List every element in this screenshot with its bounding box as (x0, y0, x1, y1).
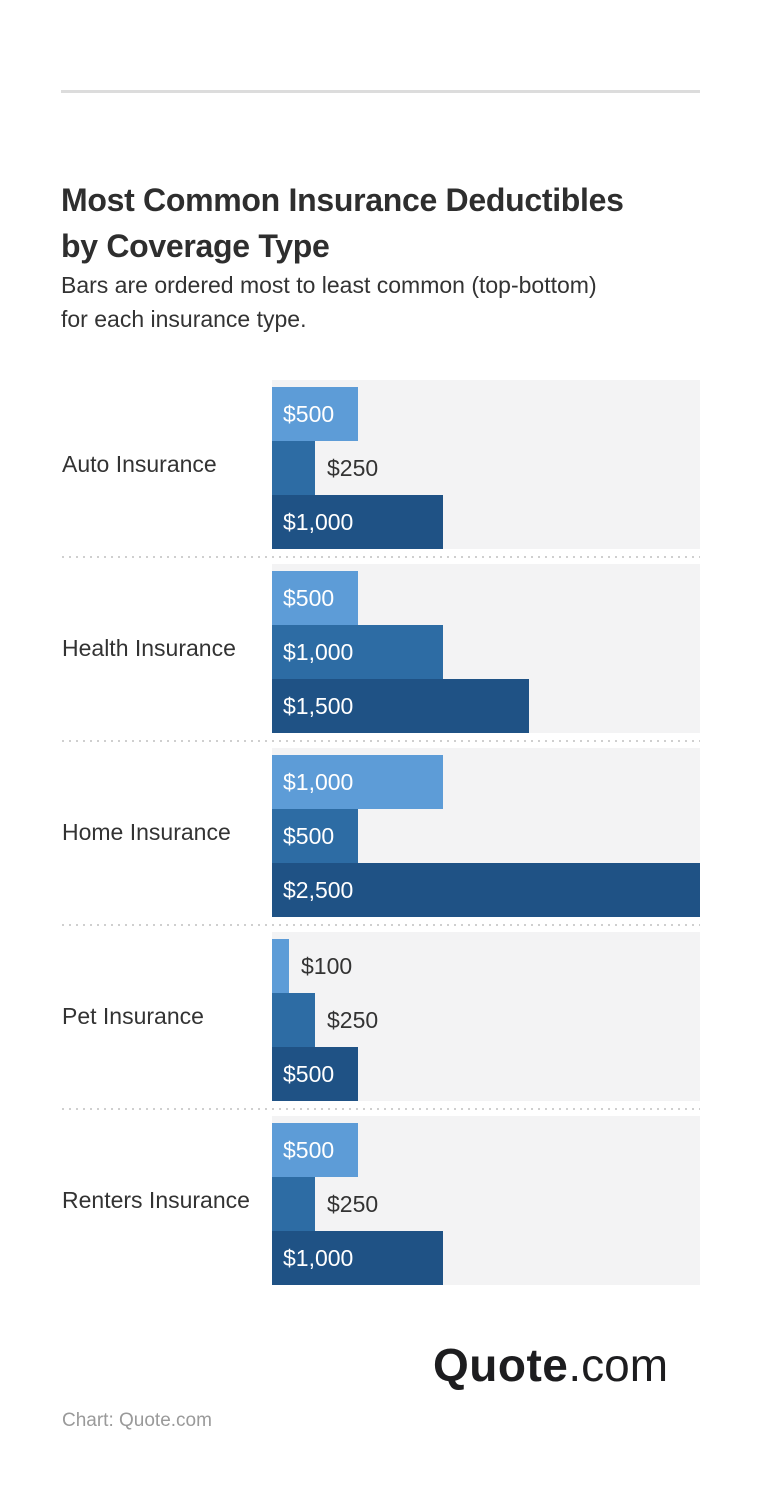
bar-value-label: $500 (283, 1060, 335, 1087)
bar: $2,500 (272, 863, 700, 917)
chart-subtitle-line-2: for each insurance type. (61, 306, 307, 332)
bar-row: $250 (272, 993, 700, 1047)
bar-value-label: $1,000 (283, 508, 354, 535)
chart-subtitle-line-1: Bars are ordered most to least common (t… (61, 272, 597, 298)
page-title-line-1: Most Common Insurance Deductibles (61, 182, 624, 219)
bar-value-label: $1,000 (283, 638, 354, 665)
bar (272, 441, 315, 495)
bar: $500 (272, 387, 358, 441)
bar-row: $500 (272, 387, 700, 441)
bar-value-label: $1,500 (283, 692, 354, 719)
quote-logo[interactable]: Quote .com (433, 1338, 668, 1392)
bar: $500 (272, 571, 358, 625)
bar: $1,000 (272, 755, 443, 809)
chart-subtitle: Bars are ordered most to least common (t… (61, 268, 721, 336)
bar: $1,000 (272, 1231, 443, 1285)
bar-value-label: $100 (301, 952, 353, 979)
group-label: Pet Insurance (62, 1003, 204, 1029)
bar-value-label: $500 (283, 822, 335, 849)
bar-row: $500 (272, 1123, 700, 1177)
group-separator (62, 924, 700, 926)
group-label: Renters Insurance (62, 1187, 250, 1213)
bar-panel: $100 $250 $500 (272, 932, 700, 1101)
bar-row: $500 (272, 571, 700, 625)
group-row: Auto Insurance $500 $250 $1,000 (0, 380, 760, 549)
bar-row: $1,500 (272, 679, 700, 733)
group-row: Pet Insurance $100 $250 $500 (0, 932, 760, 1101)
bar-value-label: $250 (327, 454, 379, 481)
bar-value-label: $500 (283, 400, 335, 427)
page-title: Most Common Insurance Deductibles by Cov… (61, 177, 721, 269)
bar-row: $1,000 (272, 625, 700, 679)
bar: $1,500 (272, 679, 529, 733)
bar: $500 (272, 1123, 358, 1177)
bar-value-label: $1,000 (283, 768, 354, 795)
bar-row: $500 (272, 809, 700, 863)
bar-value-label: $500 (283, 584, 335, 611)
bar-row: $1,000 (272, 755, 700, 809)
group-separator (62, 1108, 700, 1110)
bar-row: $250 (272, 441, 700, 495)
group-label: Health Insurance (62, 635, 236, 661)
top-divider (61, 90, 700, 93)
bar-row: $250 (272, 1177, 700, 1231)
chart-source-caption: Chart: Quote.com (62, 1410, 212, 1431)
group-row: Renters Insurance $500 $250 $1,000 (0, 1116, 760, 1285)
bar: $500 (272, 809, 358, 863)
bar-value-label: $1,000 (283, 1244, 354, 1271)
bar-panel: $1,000 $500 $2,500 (272, 748, 700, 917)
bar-row: $1,000 (272, 495, 700, 549)
bar-value-label: $250 (327, 1190, 379, 1217)
bar: $1,000 (272, 625, 443, 679)
bar: $1,000 (272, 495, 443, 549)
group-separator (62, 556, 700, 558)
bar: $500 (272, 1047, 358, 1101)
quote-logo-bold-text: Quote (433, 1339, 569, 1391)
group-separator (62, 740, 700, 742)
page-title-line-2: by Coverage Type (61, 228, 330, 265)
quote-logo-suffix-text: .com (568, 1339, 669, 1391)
group-label: Home Insurance (62, 819, 231, 845)
chart-area: Auto Insurance $500 $250 $1,000 Health Insur… (0, 380, 760, 1285)
bar-row: $1,000 (272, 1231, 700, 1285)
group-row: Home Insurance $1,000 $500 $2,500 (0, 748, 760, 917)
group-label: Auto Insurance (62, 451, 217, 477)
bar-row: $100 (272, 939, 700, 993)
bar-value-label: $2,500 (283, 876, 354, 903)
bar (272, 939, 289, 993)
bar-row: $500 (272, 1047, 700, 1101)
bar-panel: $500 $1,000 $1,500 (272, 564, 700, 733)
bar (272, 1177, 315, 1231)
bar-panel: $500 $250 $1,000 (272, 380, 700, 549)
bar-value-label: $500 (283, 1136, 335, 1163)
bar-row: $2,500 (272, 863, 700, 917)
group-row: Health Insurance $500 $1,000 $1,500 (0, 564, 760, 733)
bar (272, 993, 315, 1047)
bar-panel: $500 $250 $1,000 (272, 1116, 700, 1285)
bar-value-label: $250 (327, 1006, 379, 1033)
